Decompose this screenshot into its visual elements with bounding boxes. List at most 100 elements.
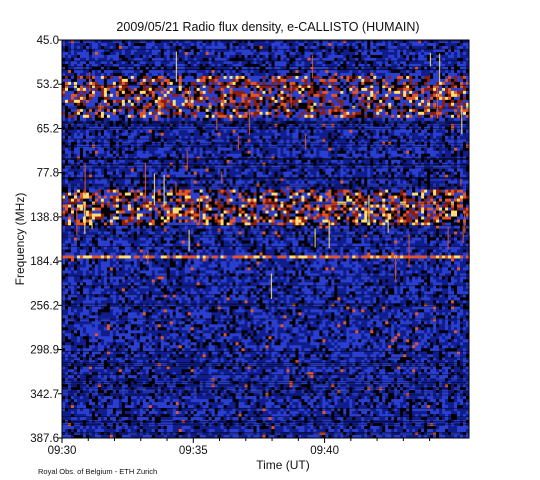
heatmap-cell [364,99,368,104]
heatmap-cell [91,147,96,152]
heatmap-cell [148,117,153,122]
heatmap-cell [112,63,117,68]
heatmap-cell [400,135,404,140]
heatmap-cell [85,45,90,50]
heatmap-cell [325,81,329,86]
heatmap-cell [85,42,90,47]
heatmap-cell [154,66,159,71]
heatmap-cell [130,108,135,113]
heatmap-cell [67,93,72,98]
heatmap-cell [244,48,248,53]
heatmap-cell [406,138,410,143]
heatmap-cell [418,135,422,140]
heatmap-cell [454,117,458,122]
heatmap-cell [466,129,470,134]
heatmap-cell [439,129,443,134]
heatmap-cell [412,84,416,89]
heatmap-cell [259,84,263,89]
heatmap-cell [211,63,215,68]
heatmap-cell [220,69,224,74]
heatmap-cell [403,138,407,143]
heatmap-cell [226,72,230,77]
heatmap-cell [331,129,335,134]
heatmap-cell [466,81,470,86]
heatmap-cell [184,60,188,65]
heatmap-cell [397,93,401,98]
heatmap-cell [286,60,290,65]
heatmap-cell [76,54,81,59]
heatmap-cell [205,78,209,83]
heatmap-cell [145,132,150,137]
heatmap-cell [217,99,221,104]
heatmap-cell [145,99,150,104]
heatmap-cell [463,111,467,116]
heatmap-cell [343,147,347,152]
heatmap-cell [403,57,407,62]
heatmap-cell [367,51,371,56]
heatmap-cell [397,111,401,116]
heatmap-cell [172,93,177,98]
heatmap-cell [94,93,99,98]
heatmap-cell [298,99,302,104]
heatmap-cell [136,108,141,113]
heatmap-cell [385,48,389,53]
heatmap-cell [358,69,362,74]
heatmap-cell [346,78,350,83]
heatmap-cell [142,81,147,86]
heatmap-cell [250,93,254,98]
heatmap-cell [289,40,293,44]
heatmap-cell [244,129,248,134]
heatmap-cell [298,69,302,74]
heatmap-cell [91,60,96,65]
heatmap-cell [370,102,374,107]
heatmap-cell [442,108,446,113]
heatmap-cell [154,54,159,59]
heatmap-cell [352,78,356,83]
heatmap-cell [346,81,350,86]
heatmap-cell [241,117,245,122]
heatmap-cell [346,48,350,53]
heatmap-cell [304,72,308,77]
heatmap-cell [118,60,123,65]
heatmap-cell [226,54,230,59]
heatmap-cell [256,132,260,137]
heatmap-cell [178,48,182,53]
heatmap-cell [139,81,144,86]
heatmap-cell [262,108,266,113]
heatmap-cell [328,132,332,137]
heatmap-cell [67,40,72,44]
heatmap-cell [217,108,221,113]
heatmap-cell [190,114,194,119]
heatmap-cell [151,87,156,92]
heatmap-cell [451,63,455,68]
heatmap-cell [62,102,66,107]
heatmap-cell [373,99,377,104]
heatmap-cell [334,48,338,53]
heatmap-cell [328,51,332,56]
heatmap-cell [175,84,180,89]
heatmap-cell [160,63,165,68]
heatmap-cell [178,78,182,83]
heatmap-cell [145,93,150,98]
heatmap-cell [85,129,90,134]
heatmap-cell [325,40,329,44]
heatmap-cell [70,81,75,86]
heatmap-cell [115,114,120,119]
heatmap-cell [307,90,311,95]
heatmap-cell [262,66,266,71]
heatmap-cell [121,138,126,143]
heatmap-cell [307,147,311,152]
heatmap-cell [436,132,440,137]
heatmap-cell [157,78,162,83]
heatmap-cell [385,117,389,122]
heatmap-cell [337,108,341,113]
heatmap-cell [406,75,410,80]
heatmap-cell [130,75,135,80]
heatmap-cell [331,69,335,74]
heatmap-cell [172,75,177,80]
heatmap-cell [424,132,428,137]
heatmap-cell [466,96,470,101]
heatmap-cell [106,99,111,104]
heatmap-cell [298,102,302,107]
heatmap-cell [271,84,275,89]
